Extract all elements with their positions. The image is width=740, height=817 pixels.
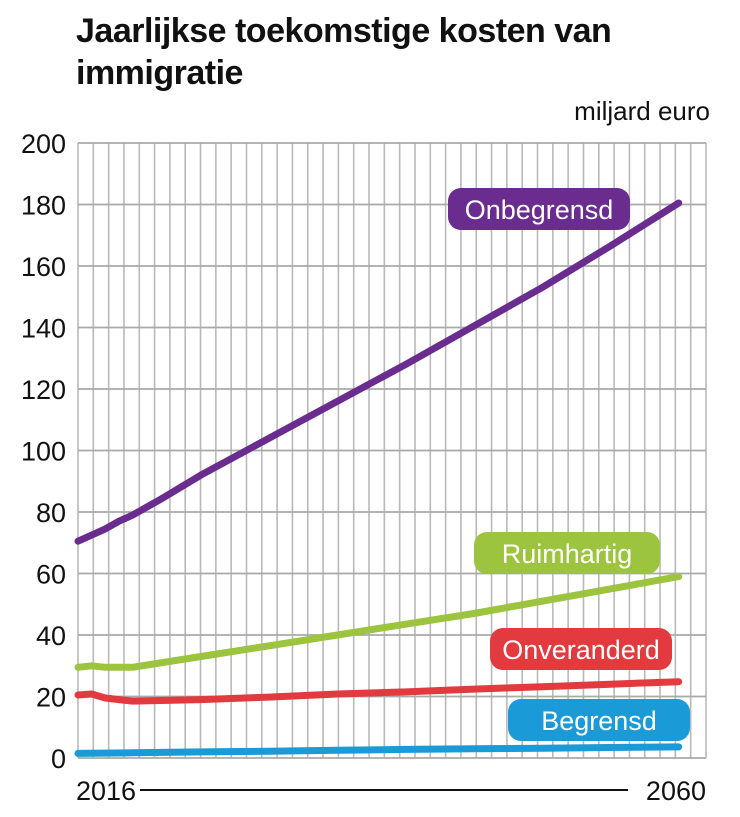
series-line-ruimhartig [74, 573, 683, 671]
label-pill-onveranderd [490, 628, 672, 670]
label-pill-begrensd [508, 699, 690, 741]
series-line-onbegrensd [74, 199, 683, 545]
y-tick-label: 100 [21, 437, 66, 467]
y-tick-label: 80 [36, 498, 66, 528]
label-pill-ruimhartig [474, 532, 660, 574]
y-tick-label: 0 [51, 744, 66, 774]
x-axis: 2016 2060 [76, 776, 706, 806]
y-tick-labels: 0 20 40 60 80 100 120 140 160 180 200 [21, 129, 66, 774]
series-line-begrensd [74, 743, 683, 757]
series-label-ruimhartig: Ruimhartig [502, 539, 633, 569]
x-tick-label: 2060 [646, 776, 706, 806]
y-tick-label: 200 [21, 129, 66, 159]
y-tick-label: 20 [36, 683, 66, 713]
x-tick-label: 2016 [76, 776, 136, 806]
y-tick-label: 180 [21, 191, 66, 221]
y-tick-label: 160 [21, 252, 66, 282]
series-label-onbegrensd: Onbegrensd [465, 195, 614, 225]
series-lines [74, 199, 683, 757]
label-pill-onbegrensd [448, 188, 630, 230]
series-line-onveranderd [74, 678, 683, 705]
chart-title: Jaarlijkse toekomstige kosten van immigr… [76, 12, 612, 92]
y-tick-label: 120 [21, 375, 66, 405]
y-tick-label: 40 [36, 621, 66, 651]
series-label-begrensd: Begrensd [541, 706, 657, 736]
series-labels: Onbegrensd Ruimhartig Onveranderd Begrensd [448, 188, 690, 741]
series-label-onveranderd: Onveranderd [502, 635, 660, 665]
y-tick-label: 140 [21, 314, 66, 344]
unit-label: miljard euro [574, 96, 710, 126]
y-tick-label: 60 [36, 560, 66, 590]
